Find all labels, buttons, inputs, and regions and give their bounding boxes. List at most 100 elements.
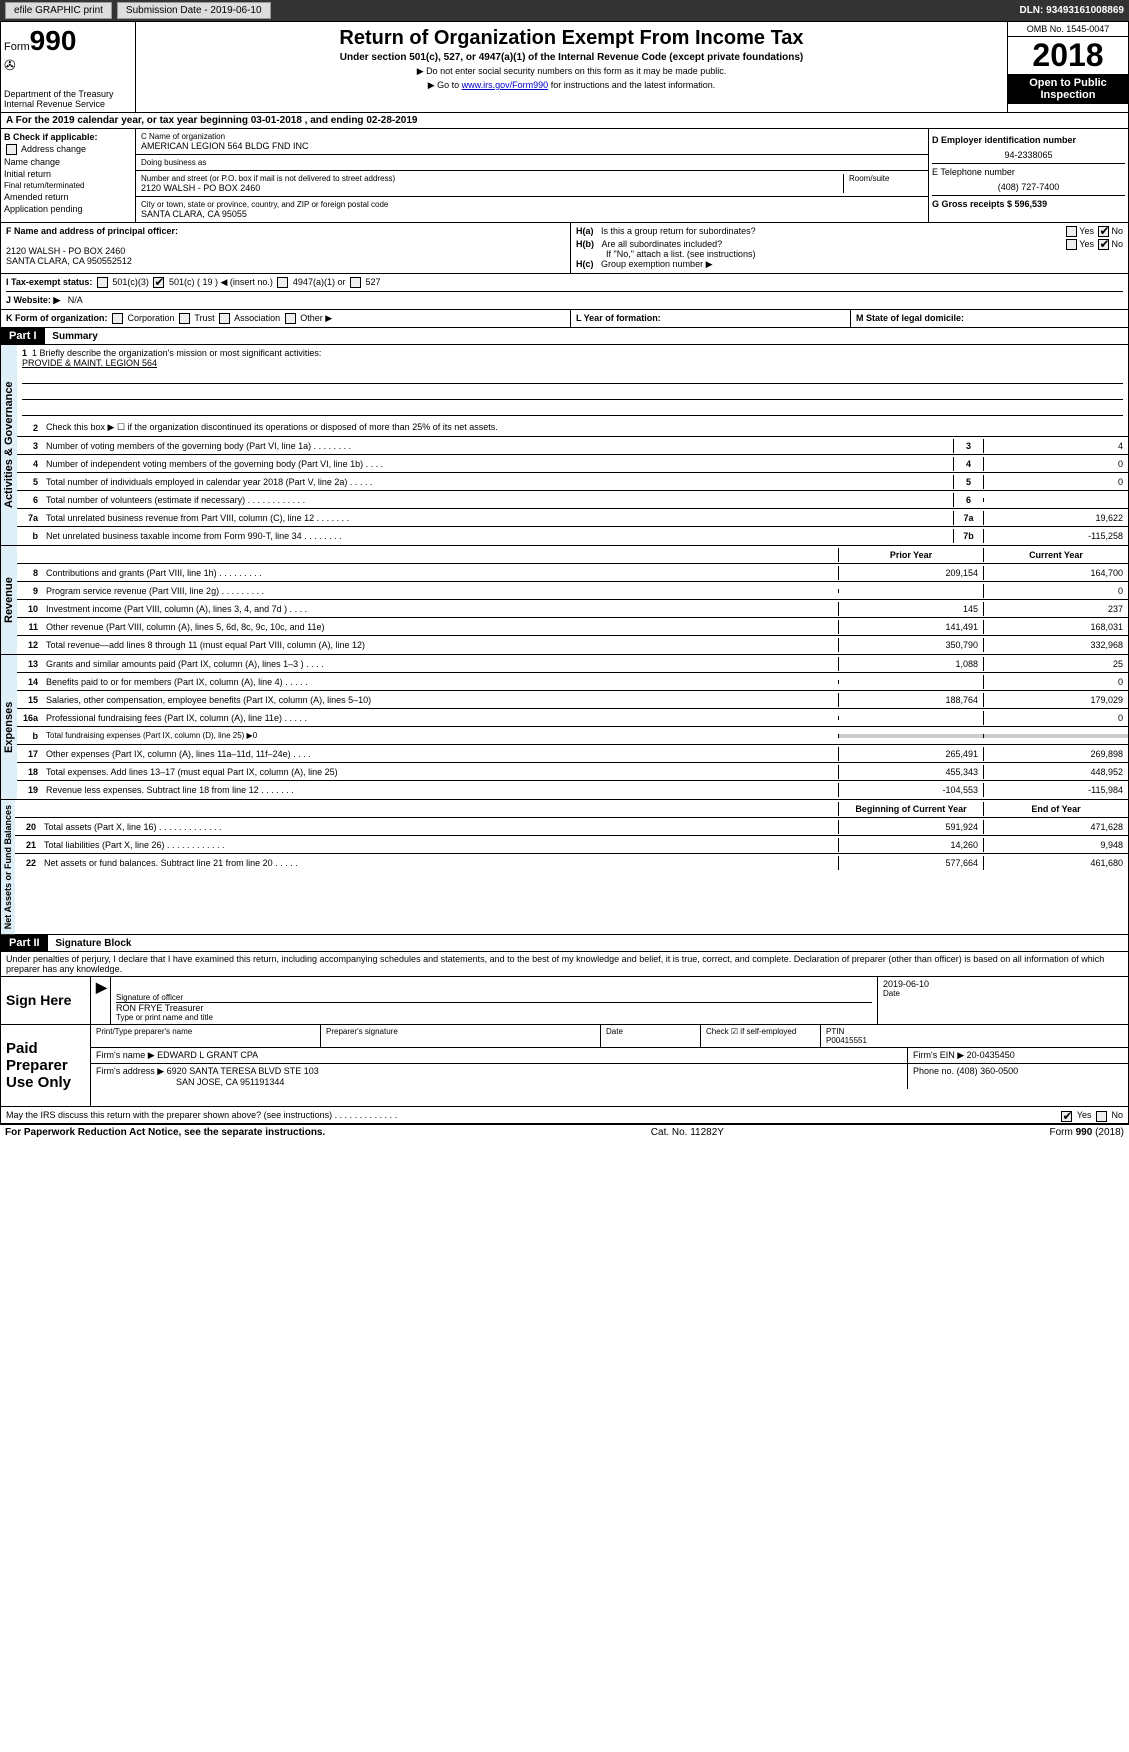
tax-year: 2018 bbox=[1008, 37, 1128, 74]
section-a: A For the 2019 calendar year, or tax yea… bbox=[0, 113, 1129, 129]
check-self-label: Check ☑ if self-employed bbox=[701, 1025, 821, 1047]
checkbox-icon[interactable] bbox=[1096, 1111, 1107, 1122]
b-item: Amended return bbox=[4, 192, 132, 202]
officer-name: RON FRYE Treasurer bbox=[116, 1003, 872, 1013]
f-addr1: 2120 WALSH - PO BOX 2460 bbox=[6, 246, 565, 256]
checkbox-icon[interactable] bbox=[179, 313, 190, 324]
j-row: J Website: ▶ N/A bbox=[6, 295, 1123, 306]
part1-header: Part I Summary bbox=[0, 328, 1129, 345]
checkbox-icon[interactable] bbox=[6, 144, 17, 155]
mission-text: PROVIDE & MAINT. LEGION 564 bbox=[22, 358, 1123, 368]
governance-section: Activities & Governance 1 1 Briefly desc… bbox=[0, 345, 1129, 546]
form-number: Form990 bbox=[4, 25, 132, 57]
gov-line: 7a Total unrelated business revenue from… bbox=[17, 509, 1128, 527]
dba-label: Doing business as bbox=[141, 158, 206, 167]
f-label: F Name and address of principal officer: bbox=[6, 226, 565, 236]
firm-name: Firm's name ▶ EDWARD L GRANT CPA bbox=[91, 1048, 908, 1063]
underline bbox=[22, 370, 1123, 384]
room-label: Room/suite bbox=[843, 174, 923, 193]
footer-right: Form 990 (2018) bbox=[1050, 1127, 1124, 1138]
preparer-section: Paid Preparer Use Only Print/Type prepar… bbox=[0, 1025, 1129, 1107]
checkbox-icon[interactable] bbox=[219, 313, 230, 324]
d-label: D Employer identification number bbox=[932, 135, 1125, 145]
b-item: Address change bbox=[4, 144, 132, 155]
gov-line: 4 Number of independent voting members o… bbox=[17, 455, 1128, 473]
form-header: Form990 ✇ Department of the Treasury Int… bbox=[0, 21, 1129, 113]
omb-number: OMB No. 1545-0047 bbox=[1008, 22, 1128, 37]
b-label: B Check if applicable: bbox=[4, 132, 132, 142]
dept-treasury: Department of the Treasury bbox=[4, 89, 132, 99]
sig-officer-label: Signature of officer bbox=[116, 993, 872, 1003]
col-headers: Beginning of Current Year End of Year bbox=[15, 800, 1128, 818]
data-line: 13 Grants and similar amounts paid (Part… bbox=[17, 655, 1128, 673]
discuss-row: May the IRS discuss this return with the… bbox=[0, 1107, 1129, 1124]
city: SANTA CLARA, CA 95055 bbox=[141, 209, 388, 219]
checkbox-icon[interactable] bbox=[1098, 226, 1109, 237]
efile-header: efile GRAPHIC print Submission Date - 20… bbox=[0, 0, 1129, 21]
col-b: B Check if applicable: Address change Na… bbox=[1, 129, 136, 222]
part2-header: Part II Signature Block bbox=[0, 935, 1129, 952]
checkbox-icon[interactable] bbox=[1066, 226, 1077, 237]
checkbox-icon[interactable] bbox=[285, 313, 296, 324]
c-label: C Name of organization bbox=[141, 132, 923, 141]
city-label: City or town, state or province, country… bbox=[141, 200, 388, 209]
submission-btn[interactable]: Submission Date - 2019-06-10 bbox=[117, 2, 271, 19]
hb-note: If "No," attach a list. (see instruction… bbox=[606, 249, 1123, 259]
hb-row: H(b) Are all subordinates included? Yes … bbox=[576, 239, 1123, 249]
gov-line: 3 Number of voting members of the govern… bbox=[17, 437, 1128, 455]
revenue-section: Revenue Prior Year Current Year 8 Contri… bbox=[0, 546, 1129, 655]
footer-center: Cat. No. 11282Y bbox=[651, 1127, 724, 1138]
expenses-label: Expenses bbox=[1, 655, 17, 799]
sign-here-section: Sign Here ▶ Signature of officer RON FRY… bbox=[0, 977, 1129, 1025]
checkbox-icon[interactable] bbox=[1061, 1111, 1072, 1122]
m-row: M State of legal domicile: bbox=[851, 310, 1128, 327]
data-line: 17 Other expenses (Part IX, column (A), … bbox=[17, 745, 1128, 763]
form-title: Return of Organization Exempt From Incom… bbox=[141, 27, 1002, 50]
row-klm: K Form of organization: Corporation Trus… bbox=[0, 310, 1129, 328]
checkbox-icon[interactable] bbox=[1098, 239, 1109, 250]
irs-logo-icon: ✇ bbox=[4, 57, 132, 74]
prep-date-label: Date bbox=[601, 1025, 701, 1047]
netassets-section: Net Assets or Fund Balances Beginning of… bbox=[0, 800, 1129, 935]
note-ssn: ▶ Do not enter social security numbers o… bbox=[141, 66, 1002, 77]
form-subtitle: Under section 501(c), 527, or 4947(a)(1)… bbox=[141, 52, 1002, 63]
k-row: K Form of organization: Corporation Trus… bbox=[1, 310, 571, 327]
checkbox-icon[interactable] bbox=[277, 277, 288, 288]
checkbox-icon[interactable] bbox=[153, 277, 164, 288]
b-item: Application pending bbox=[4, 204, 132, 214]
org-name: AMERICAN LEGION 564 BLDG FND INC bbox=[141, 141, 923, 151]
col-headers: Prior Year Current Year bbox=[17, 546, 1128, 564]
checkbox-icon[interactable] bbox=[112, 313, 123, 324]
ptin-cell: PTINP00415551 bbox=[821, 1025, 1128, 1047]
data-line: 14 Benefits paid to or for members (Part… bbox=[17, 673, 1128, 691]
prep-sig-label: Preparer's signature bbox=[321, 1025, 601, 1047]
sign-here-label: Sign Here bbox=[1, 977, 91, 1024]
gov-line: 6 Total number of volunteers (estimate i… bbox=[17, 491, 1128, 509]
b-item: Name change bbox=[4, 157, 132, 167]
data-line: 21 Total liabilities (Part X, line 26) .… bbox=[15, 836, 1128, 854]
governance-label: Activities & Governance bbox=[1, 345, 17, 545]
data-line: 22 Net assets or fund balances. Subtract… bbox=[15, 854, 1128, 872]
hc-row: H(c) Group exemption number ▶ bbox=[576, 259, 1123, 270]
e-label: E Telephone number bbox=[932, 167, 1125, 177]
revenue-label: Revenue bbox=[1, 546, 17, 654]
irs-link[interactable]: www.irs.gov/Form990 bbox=[462, 80, 549, 90]
checkbox-icon[interactable] bbox=[350, 277, 361, 288]
preparer-label: Paid Preparer Use Only bbox=[1, 1025, 91, 1106]
gov-line: b Net unrelated business taxable income … bbox=[17, 527, 1128, 545]
data-line: 11 Other revenue (Part VIII, column (A),… bbox=[17, 618, 1128, 636]
line1-label: 1 1 Briefly describe the organization's … bbox=[22, 348, 1123, 358]
expenses-section: Expenses 13 Grants and similar amounts p… bbox=[0, 655, 1129, 800]
data-line: b Total fundraising expenses (Part IX, c… bbox=[17, 727, 1128, 745]
underline bbox=[22, 402, 1123, 416]
checkbox-icon[interactable] bbox=[97, 277, 108, 288]
data-line: 12 Total revenue—add lines 8 through 11 … bbox=[17, 636, 1128, 654]
ein: 94-2338065 bbox=[932, 150, 1125, 160]
data-line: 8 Contributions and grants (Part VIII, l… bbox=[17, 564, 1128, 582]
firm-addr: Firm's address ▶ 6920 SANTA TERESA BLVD … bbox=[91, 1064, 908, 1089]
sign-date: 2019-06-10 bbox=[883, 979, 1123, 989]
b-item: Initial return bbox=[4, 169, 132, 179]
checkbox-icon[interactable] bbox=[1066, 239, 1077, 250]
gov-line: 5 Total number of individuals employed i… bbox=[17, 473, 1128, 491]
efile-btn[interactable]: efile GRAPHIC print bbox=[5, 2, 112, 19]
